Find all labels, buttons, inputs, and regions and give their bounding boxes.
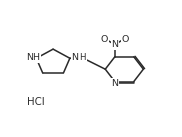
- Text: O: O: [122, 35, 129, 44]
- Text: N: N: [71, 53, 78, 62]
- Text: N: N: [111, 79, 118, 88]
- Text: O: O: [100, 35, 108, 44]
- Text: H: H: [79, 53, 86, 62]
- Text: HCl: HCl: [27, 97, 45, 107]
- Text: N: N: [111, 40, 118, 49]
- Text: NH: NH: [26, 53, 40, 62]
